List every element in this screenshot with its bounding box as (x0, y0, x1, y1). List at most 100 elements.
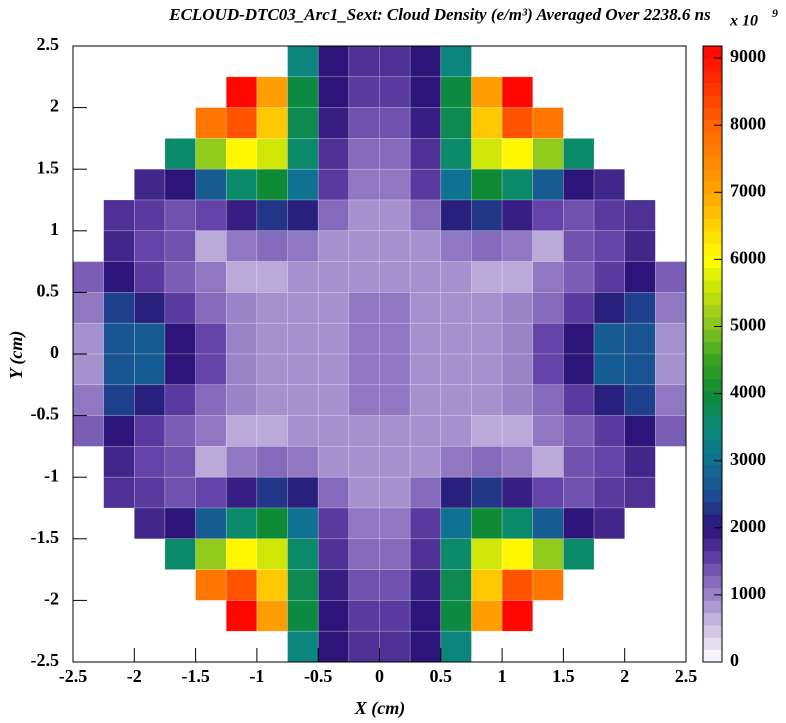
heatmap-cell (501, 476, 534, 509)
heatmap-cell (501, 322, 534, 355)
heatmap-cell (532, 446, 564, 478)
colorbar-band (703, 514, 722, 527)
heatmap-cell (563, 292, 595, 324)
heatmap-cell (593, 199, 625, 232)
heatmap-cell (624, 353, 656, 386)
heatmap-cell (164, 322, 196, 355)
heatmap-cell (317, 415, 350, 447)
heatmap-cell (655, 322, 687, 355)
colorbar-tick-label: 6000 (730, 248, 766, 268)
colorbar-band (703, 206, 722, 219)
heatmap-cell (593, 292, 625, 324)
colorbar-band (703, 82, 722, 96)
colorbar-band (703, 354, 722, 367)
colorbar-band (703, 366, 722, 379)
colorbar-exponent: 9 (772, 6, 778, 20)
heatmap-cell (379, 168, 411, 201)
colorbar-band (703, 243, 722, 256)
heatmap-cell (563, 199, 595, 232)
colorbar-band (703, 95, 722, 108)
heatmap-cell (103, 292, 135, 324)
heatmap-cell (471, 322, 503, 355)
colorbar-band (703, 551, 722, 564)
heatmap-cell (471, 415, 503, 447)
heatmap-cell (532, 538, 564, 570)
colorbar-band (703, 575, 722, 589)
heatmap-cell (624, 230, 656, 262)
heatmap-cell (409, 199, 442, 232)
heatmap-cell (532, 507, 564, 540)
heatmap-cell (440, 292, 472, 324)
heatmap-cell (440, 107, 472, 139)
x-tick-label: -2 (127, 666, 142, 686)
heatmap-cell (379, 446, 411, 478)
heatmap-cell (256, 76, 288, 108)
heatmap-cell (317, 476, 350, 509)
heatmap-cell (134, 507, 166, 540)
heatmap-cell (164, 353, 196, 386)
heatmap-cell (348, 45, 380, 78)
heatmap-cell (225, 353, 258, 386)
heatmap-cell (409, 569, 442, 601)
heatmap-cell (287, 353, 319, 386)
heatmap-cell (134, 199, 166, 232)
heatmap-cell (471, 384, 503, 416)
heatmap-cell (225, 446, 258, 478)
heatmap-cell (593, 168, 625, 201)
heatmap-cell (440, 384, 472, 416)
colorbar-multiplier: x 10 (729, 13, 758, 30)
heatmap-cell (134, 168, 166, 201)
heatmap-cell (225, 476, 258, 509)
heatmap-cell (501, 384, 534, 416)
colorbar-band (703, 563, 722, 577)
x-axis-label: X (cm) (354, 698, 405, 719)
heatmap-cell (532, 230, 564, 262)
heatmap-cell (501, 230, 534, 262)
colorbar-band (703, 169, 722, 182)
heatmap-cell (593, 384, 625, 416)
colorbar-band (703, 538, 722, 552)
colorbar-tick-label: 5000 (730, 315, 766, 335)
colorbar-band (703, 526, 722, 540)
heatmap-cell (195, 107, 227, 139)
heatmap-cell (134, 415, 166, 447)
heatmap-cell (348, 322, 380, 355)
heatmap-cell (287, 507, 319, 540)
heatmap-cell (164, 538, 196, 570)
heatmap-cell (225, 569, 258, 601)
heatmap-cell (317, 630, 350, 663)
heatmap-cell (256, 384, 288, 416)
y-tick-label: -0.5 (31, 404, 60, 424)
heatmap-cell (72, 384, 104, 416)
heatmap-cell (72, 353, 104, 386)
heatmap-cell (256, 199, 288, 232)
heatmap-cell (348, 538, 380, 570)
heatmap-cell (195, 353, 227, 386)
heatmap-cell (624, 415, 656, 447)
chart-title: ECLOUD-DTC03_Arc1_Sext: Cloud Density (e… (168, 5, 711, 24)
heatmap-cell (348, 230, 380, 262)
colorbar-band (703, 415, 722, 429)
heatmap-cell (563, 353, 595, 386)
heatmap-cell (501, 538, 534, 570)
heatmap-cell (379, 230, 411, 262)
heatmap-cell (317, 107, 350, 139)
heatmap-cell (256, 600, 288, 632)
colorbar-band (703, 501, 722, 515)
colorbar-band (703, 107, 722, 121)
heatmap-cell (287, 261, 319, 293)
heatmap-cell (72, 292, 104, 324)
x-tick-label: 1.5 (552, 666, 575, 686)
heatmap-cell (409, 138, 442, 170)
heatmap-cell (256, 322, 288, 355)
heatmap-cell (287, 138, 319, 170)
heatmap-cell (593, 261, 625, 293)
heatmap-cell (409, 384, 442, 416)
colorbar-band (703, 464, 722, 478)
heatmap-cell (287, 230, 319, 262)
heatmap-cell (440, 600, 472, 632)
heatmap-cell (379, 261, 411, 293)
heatmap-cell (532, 107, 564, 139)
heatmap-cell (440, 538, 472, 570)
heatmap-cell (225, 507, 258, 540)
